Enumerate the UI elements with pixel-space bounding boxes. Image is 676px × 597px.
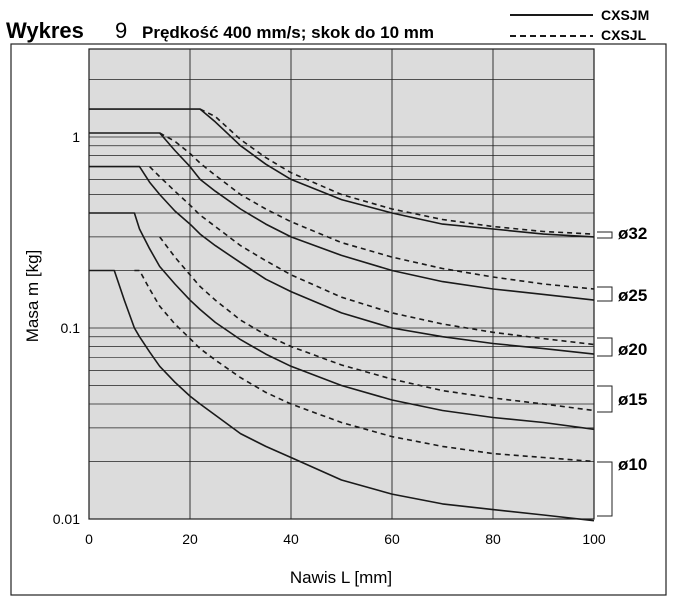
y-axis-title: Masa m [kg] bbox=[23, 250, 42, 343]
chart-frame bbox=[10, 43, 667, 596]
bore-label: ø20 bbox=[618, 340, 647, 359]
series-line-d15-solid bbox=[89, 212, 595, 431]
bore-bracket bbox=[597, 337, 613, 357]
series-line-d32-solid bbox=[89, 108, 595, 238]
chart-title-number: 9 bbox=[115, 18, 127, 43]
series-line-d25-dashed bbox=[159, 132, 595, 290]
x-tick-label: 100 bbox=[582, 531, 606, 547]
series-line-d10-dashed bbox=[134, 269, 595, 463]
series-line-d10-solid bbox=[89, 269, 595, 522]
legend: CXSJM CXSJL bbox=[510, 7, 649, 43]
series-line-d20-solid bbox=[89, 165, 595, 355]
chart-title-prefix: Wykres bbox=[6, 18, 84, 43]
x-tick-label: 20 bbox=[182, 531, 198, 547]
tick-labels: 0 20 40 60 80 100 0.01 0.1 1 bbox=[53, 129, 606, 547]
x-axis-title: Nawis L [mm] bbox=[290, 568, 392, 587]
legend-label-cxsjl: CXSJL bbox=[601, 27, 647, 43]
x-tick-label: 60 bbox=[384, 531, 400, 547]
series-group bbox=[89, 108, 595, 522]
bore-label: ø10 bbox=[618, 455, 647, 474]
series-line-d25-solid bbox=[89, 132, 595, 301]
legend-label-cxsjm: CXSJM bbox=[601, 7, 649, 23]
y-tick-label: 0.01 bbox=[53, 511, 80, 527]
bore-label: ø15 bbox=[618, 390, 647, 409]
series-line-d32-dashed bbox=[199, 108, 595, 235]
x-tick-label: 80 bbox=[485, 531, 501, 547]
grid bbox=[89, 49, 594, 520]
series-line-d20-dashed bbox=[149, 166, 595, 346]
chart-title-text: Prędkość 400 mm/s; skok do 10 mm bbox=[142, 23, 434, 42]
y-tick-label: 1 bbox=[72, 129, 80, 145]
plot-area bbox=[88, 48, 595, 520]
bore-label: ø25 bbox=[618, 286, 647, 305]
y-tick-label: 0.1 bbox=[61, 320, 81, 336]
x-tick-label: 40 bbox=[283, 531, 299, 547]
bore-bracket bbox=[597, 461, 613, 517]
x-tick-label: 0 bbox=[85, 531, 93, 547]
bore-labels: ø32 ø25 ø20 ø15 ø10 bbox=[597, 224, 647, 517]
bore-bracket bbox=[597, 286, 613, 302]
bore-bracket bbox=[597, 385, 613, 413]
bore-label: ø32 bbox=[618, 224, 647, 243]
bore-bracket bbox=[597, 231, 613, 239]
